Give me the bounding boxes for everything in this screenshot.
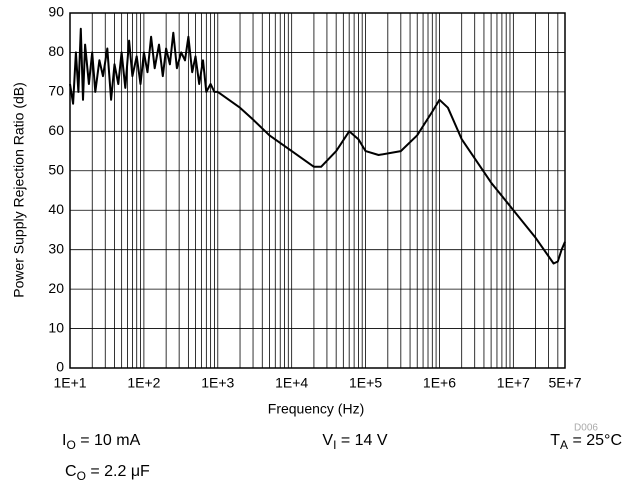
annotation: CO = 2.2 μF	[65, 463, 150, 483]
data-line	[69, 27, 566, 265]
x-tick-label: 1E+4	[275, 375, 308, 391]
x-tick-label: 1E+7	[497, 375, 530, 391]
figure-id: D006	[574, 423, 598, 434]
x-tick-label: 1E+1	[53, 375, 86, 391]
y-tick-label: 30	[48, 240, 64, 256]
y-tick-label: 90	[48, 4, 64, 20]
y-tick-label: 0	[56, 359, 64, 375]
annotation-symbol: T	[550, 432, 560, 449]
annotation-subscript: I	[333, 438, 336, 452]
y-tick-label: 20	[48, 280, 64, 296]
x-tick-label: 1E+6	[423, 375, 456, 391]
x-axis-label: Frequency (Hz)	[268, 401, 364, 417]
y-axis-label: Power Supply Rejection Ratio (dB)	[11, 82, 27, 298]
annotation-subscript: O	[66, 438, 75, 452]
annotation: IO = 10 mA	[62, 432, 141, 452]
x-tick-label: 1E+3	[201, 375, 234, 391]
y-tick-label: 50	[48, 161, 64, 177]
x-tick-label: 5E+7	[548, 375, 581, 391]
x-tick-label: 1E+2	[127, 375, 160, 391]
plot-frame	[69, 12, 566, 369]
annotation-text: = 2.2 μF	[86, 463, 150, 480]
y-tick-label: 40	[48, 201, 64, 217]
annotation-symbol: C	[65, 463, 77, 480]
annotation-text: = 14 V	[336, 432, 387, 449]
annotation-text: = 25°C	[568, 432, 622, 449]
y-tick-label: 70	[48, 83, 64, 99]
annotation: TA = 25°C	[550, 432, 622, 452]
y-tick-label: 60	[48, 122, 64, 138]
annotation-symbol: I	[62, 432, 66, 449]
annotation-text: = 10 mA	[76, 432, 141, 449]
y-tick-label: 80	[48, 43, 64, 59]
x-tick-label: 1E+5	[349, 375, 382, 391]
annotation-subscript: O	[77, 469, 86, 483]
annotation: VI = 14 V	[322, 432, 387, 452]
annotation-subscript: A	[560, 438, 568, 452]
y-tick-label: 10	[48, 319, 64, 335]
annotation-symbol: V	[322, 432, 333, 449]
